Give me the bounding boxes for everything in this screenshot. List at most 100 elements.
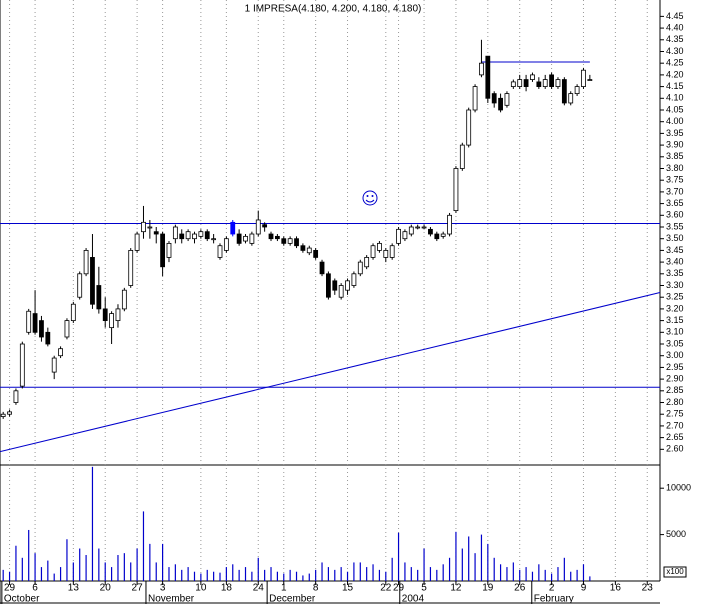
x-tick-label: 23 (642, 583, 654, 594)
y-tick-label: 3.05 (666, 338, 684, 348)
x-tick-label: 22 (380, 583, 392, 594)
candle-body (408, 226, 414, 235)
y-tick-label: 3.95 (666, 128, 684, 138)
candle-body (370, 245, 376, 258)
candle-body (274, 235, 280, 240)
y-tick-label: 3.65 (666, 198, 684, 208)
y-tick-label: 2.95 (666, 362, 684, 372)
candle-body (45, 331, 51, 345)
candle-body (428, 228, 433, 235)
candle-body (587, 79, 593, 81)
y-tick-label: 4.00 (666, 116, 684, 126)
candle-body (453, 168, 459, 212)
x-tick-label: 15 (342, 583, 354, 594)
candle-body (32, 313, 38, 333)
candle-body (510, 81, 516, 87)
candle-body (192, 233, 197, 240)
y-tick-label: 3.70 (666, 186, 684, 196)
candle-body (83, 250, 89, 275)
candle-body (19, 343, 25, 387)
candle-body (26, 310, 32, 333)
candle-body (415, 226, 421, 229)
candle-body (357, 261, 363, 275)
candle-body (262, 224, 268, 228)
candle-body (77, 273, 83, 298)
candle-body (530, 74, 535, 80)
candle-body (141, 221, 146, 233)
candle-body (0, 413, 6, 417)
x-tick-label: 29 (393, 583, 405, 594)
candle-body (51, 357, 57, 373)
x-tick-label: 6 (32, 583, 38, 594)
candle-body (58, 348, 63, 357)
y-tick-label: 3.45 (666, 245, 684, 255)
month-label: February (534, 594, 574, 604)
x-tick-label: 10 (195, 583, 207, 594)
candle-body (306, 247, 312, 254)
y-tick-label: 4.15 (666, 81, 684, 91)
x-tick-label: 19 (482, 583, 494, 594)
y-tick-label: 3.25 (666, 292, 684, 302)
candle-body (472, 86, 478, 111)
candle-body (561, 79, 567, 104)
y-tick-label: 4.20 (666, 69, 684, 79)
candle-body (536, 81, 542, 87)
x-tick-label: 12 (450, 583, 462, 594)
candle-body (7, 411, 12, 415)
candle-body (491, 93, 497, 104)
candle-body (319, 261, 325, 275)
x-tick-label: 18 (221, 583, 233, 594)
y-tick-label: 10000 (666, 483, 691, 493)
candle-body (179, 233, 185, 240)
candle-body (568, 93, 574, 104)
x-tick-label: 9 (581, 583, 587, 594)
y-tick-label: 4.40 (666, 22, 684, 32)
candle-body (581, 69, 586, 87)
month-label: October (4, 594, 40, 604)
candle-body (485, 55, 491, 99)
candle-body (377, 242, 382, 251)
candle-body (70, 303, 76, 322)
x-tick-label: 8 (313, 583, 319, 594)
month-label: December (269, 594, 316, 604)
y-tick-label: 2.60 (666, 444, 684, 454)
y-tick-label: 3.75 (666, 175, 684, 185)
x-tick-label: 13 (68, 583, 80, 594)
candle-body (326, 273, 331, 298)
y-tick-label: 4.05 (666, 104, 684, 114)
y-tick-label: 3.30 (666, 280, 684, 290)
candle-body (294, 238, 299, 247)
candle-body (217, 245, 223, 258)
chart-title: 1 IMPRESA(4.180, 4.200, 4.180, 4.180) (245, 4, 422, 15)
candle-body (447, 214, 452, 235)
x-tick-label: 27 (132, 583, 144, 594)
candle-body (332, 280, 338, 291)
candle-body (268, 233, 274, 240)
candle-body (223, 238, 229, 251)
month-label: November (148, 594, 195, 604)
y-tick-label: 4.35 (666, 34, 684, 44)
y-tick-label: 3.80 (666, 163, 684, 173)
candle-body (517, 79, 523, 87)
candle-body (281, 238, 287, 244)
candle-body (13, 390, 19, 403)
y-tick-label: 5000 (666, 529, 686, 539)
x-tick-label: 20 (100, 583, 112, 594)
candle-body (102, 308, 108, 322)
volume-unit: x100 (666, 567, 684, 576)
y-tick-label: 2.80 (666, 397, 684, 407)
candle-body (255, 219, 261, 235)
candle-body (172, 226, 178, 240)
candle-body (338, 285, 344, 298)
y-tick-label: 4.45 (666, 11, 684, 21)
candle-body (479, 62, 484, 76)
candle-body (383, 250, 389, 258)
candle-body (96, 285, 102, 310)
candle-body (555, 79, 561, 87)
y-tick-label: 2.90 (666, 373, 684, 383)
candle-body (204, 231, 210, 240)
candle-body (211, 238, 217, 241)
candle-body (236, 233, 242, 244)
candle-body (421, 226, 427, 229)
candle-body (313, 250, 319, 258)
